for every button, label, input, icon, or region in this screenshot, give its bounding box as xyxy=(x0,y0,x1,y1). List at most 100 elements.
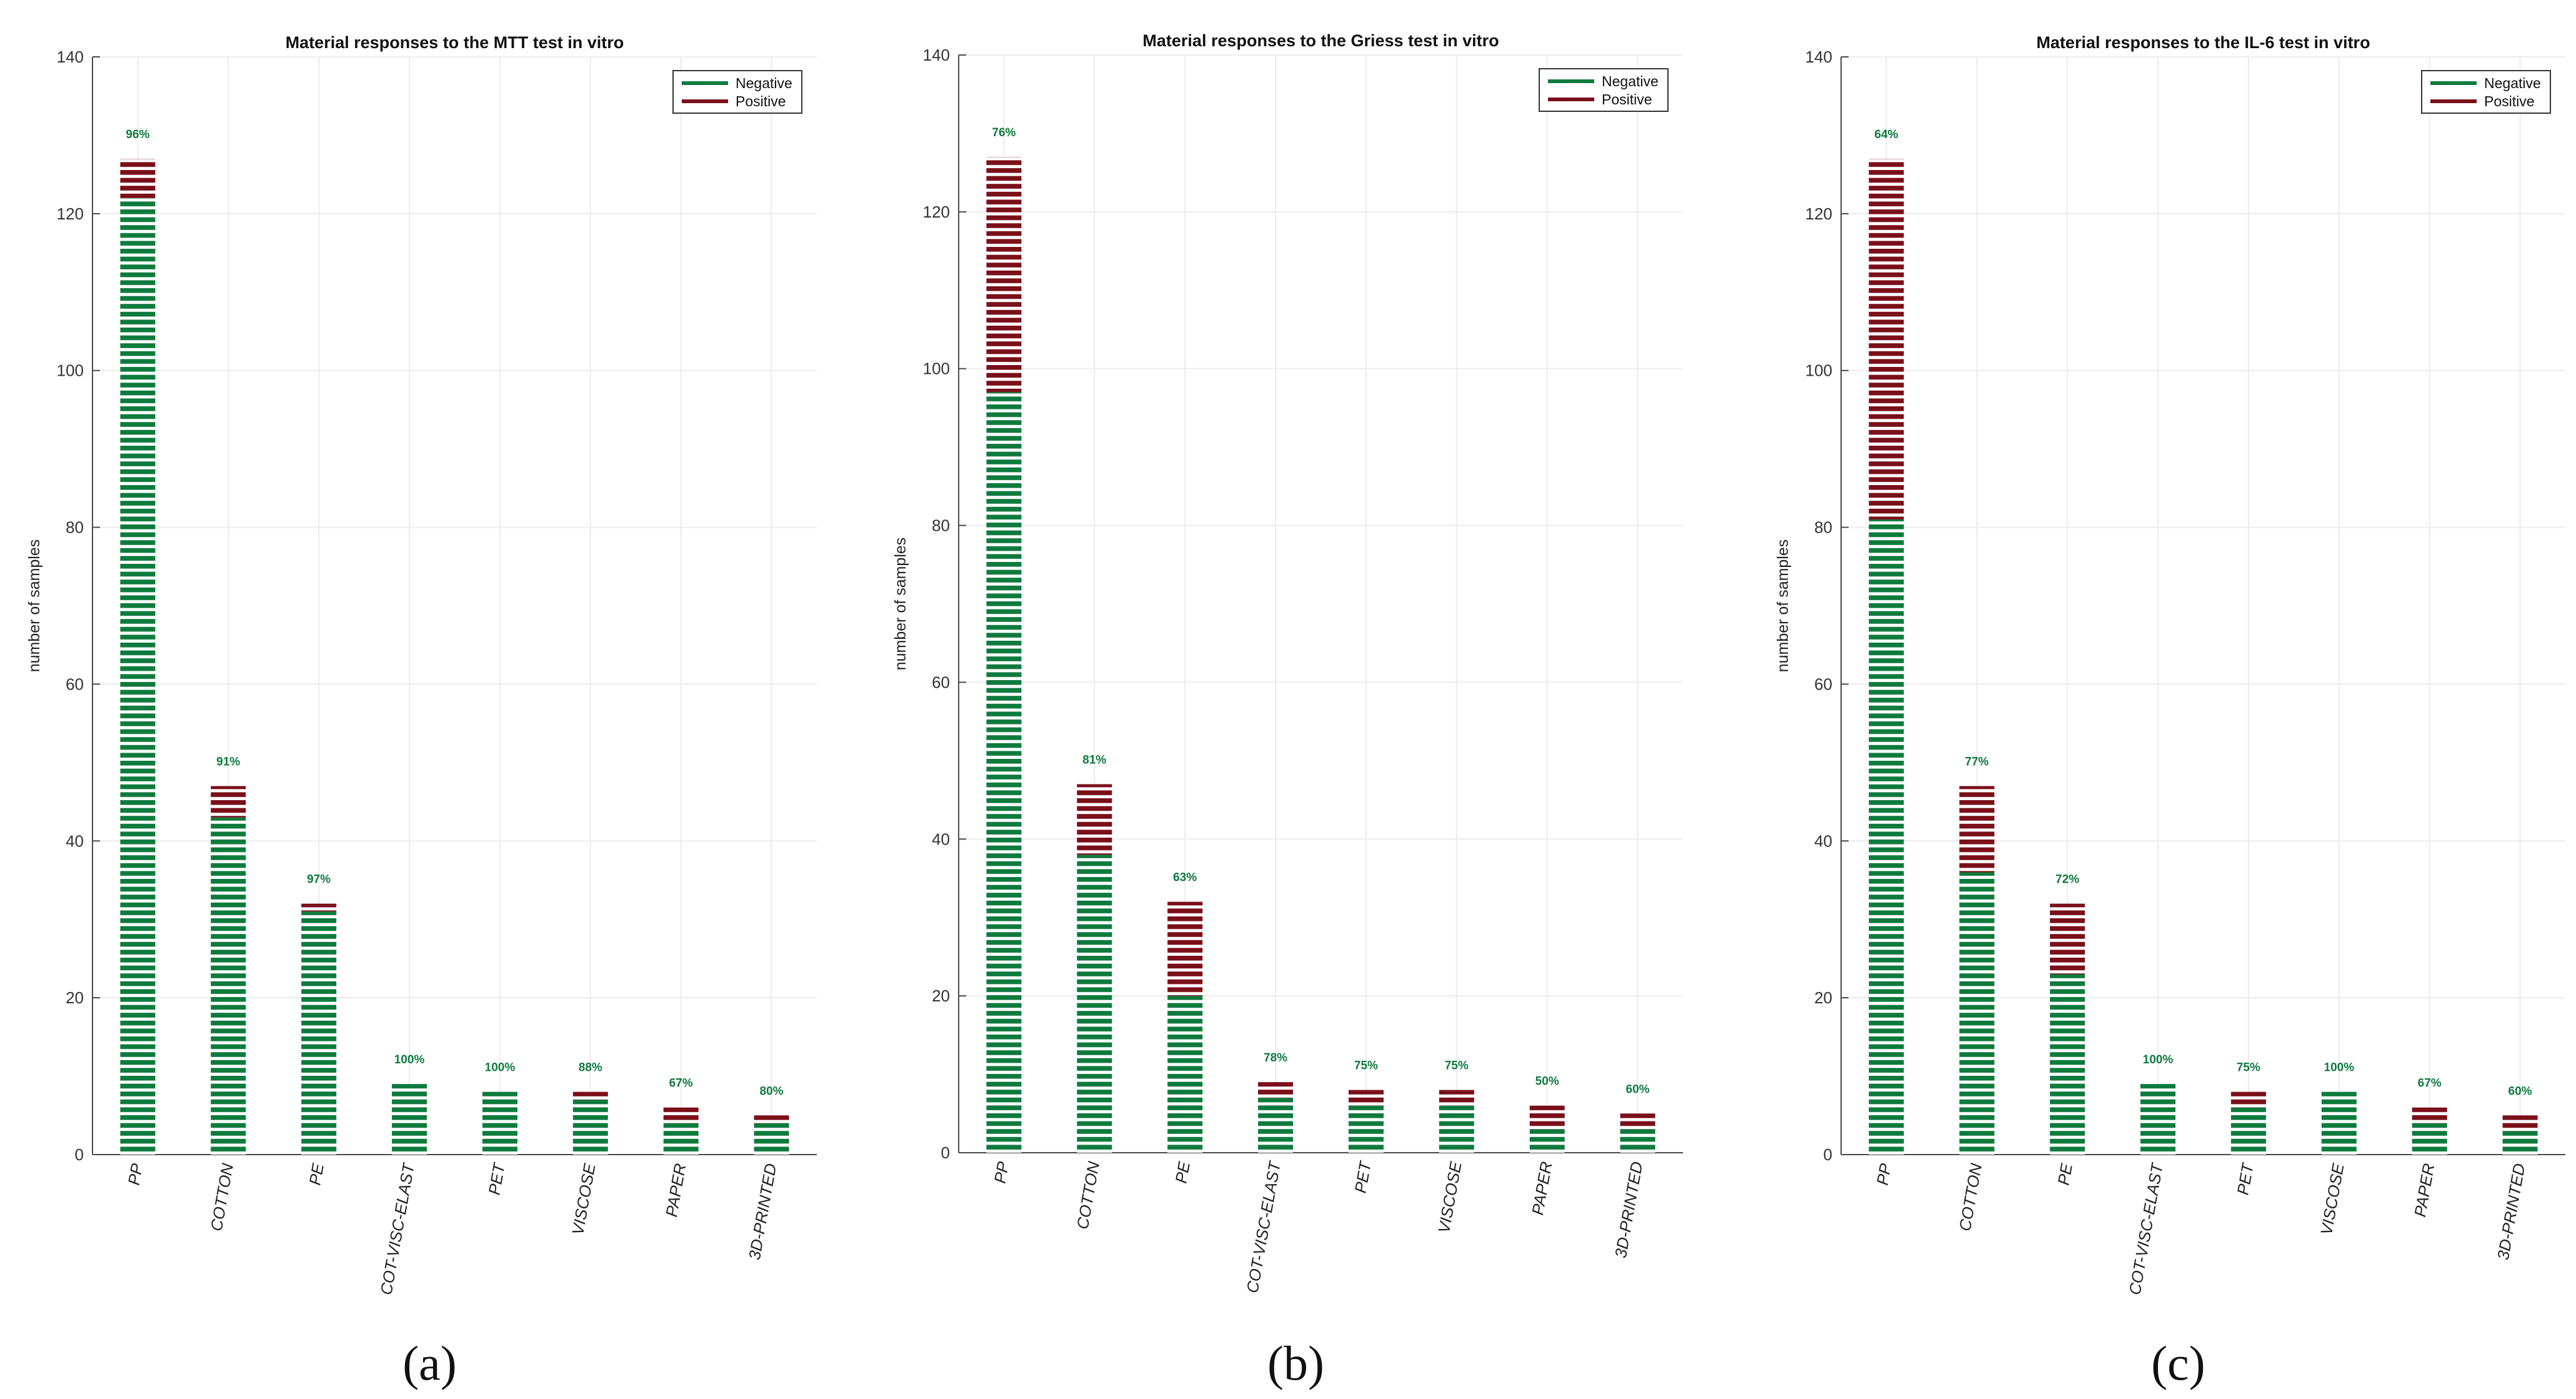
legend-box xyxy=(1539,68,1669,112)
x-tick-label: VISCOSE xyxy=(568,1161,599,1236)
plot-area xyxy=(92,57,817,1155)
y-tick-label: 140 xyxy=(57,48,84,66)
bar-negative-cot-visc-elast xyxy=(2140,1084,2176,1155)
x-tick-label: COTTON xyxy=(1955,1162,1986,1233)
bar-negative-cot-visc-elast xyxy=(392,1084,427,1155)
data-label: 91% xyxy=(216,755,240,768)
y-tick-label: 80 xyxy=(932,516,950,535)
data-label: 67% xyxy=(2418,1077,2442,1090)
data-label: 67% xyxy=(669,1077,693,1090)
y-axis-label: number of samples xyxy=(892,538,909,671)
y-tick-label: 60 xyxy=(66,674,84,693)
x-tick-label: PE xyxy=(1172,1160,1194,1185)
bar-negative-pet xyxy=(1348,1105,1384,1153)
x-tick-label: 3D-PRINTED xyxy=(745,1162,781,1261)
legend-box xyxy=(672,70,802,114)
bar-positive-viscose xyxy=(572,1091,608,1100)
chart-title: Material responses to the Griess test in… xyxy=(1142,31,1499,50)
data-label: 75% xyxy=(2237,1061,2260,1075)
legend-label-negative: Negative xyxy=(736,75,792,91)
bar-negative-cotton xyxy=(211,817,246,1155)
data-label: 100% xyxy=(2324,1061,2355,1075)
bar-positive-pe xyxy=(301,903,337,912)
chart-title: Material responses to the IL-6 test in v… xyxy=(2036,33,2370,52)
legend: Negative Positive xyxy=(2421,70,2551,114)
data-label: 78% xyxy=(1264,1051,1287,1065)
data-label: 60% xyxy=(2509,1085,2532,1098)
bar-positive-cot-visc-elast xyxy=(1258,1082,1294,1098)
x-tick-label: COT-VISC-ELAST xyxy=(2125,1161,2167,1296)
bar-negative-paper xyxy=(663,1123,699,1155)
panel-caption: (b) xyxy=(1267,1336,1324,1390)
bar-positive-paper xyxy=(1529,1105,1565,1130)
data-label: 64% xyxy=(1874,128,1898,141)
x-tick-label: PP xyxy=(124,1161,147,1186)
data-label: 100% xyxy=(485,1061,516,1075)
bar-negative-cot-visc-elast xyxy=(1258,1098,1294,1153)
bar-positive-pe xyxy=(1167,901,1203,996)
plot-area xyxy=(1841,57,2565,1155)
legend-label-positive: Positive xyxy=(1602,91,1652,108)
bar-negative-viscose xyxy=(2321,1091,2357,1155)
bar-negative-3d-printed xyxy=(1620,1129,1655,1153)
x-tick-label: PP xyxy=(991,1160,1013,1185)
y-tick-label: 60 xyxy=(1814,674,1832,693)
bar-positive-cotton xyxy=(211,786,246,818)
bar-negative-3d-printed xyxy=(2502,1131,2538,1155)
bar-negative-paper xyxy=(1529,1129,1565,1153)
bar-positive-paper xyxy=(2412,1107,2447,1123)
bar-positive-pe xyxy=(2050,903,2085,975)
legend-label-positive: Positive xyxy=(2484,93,2535,109)
bar-negative-cotton xyxy=(1077,855,1112,1153)
bar-negative-pe xyxy=(2050,974,2085,1155)
x-tick-label: PET xyxy=(2234,1161,2258,1196)
y-tick-label: 100 xyxy=(1805,361,1832,380)
bar-negative-pet xyxy=(2230,1107,2266,1155)
data-label: 75% xyxy=(1354,1060,1378,1073)
chart-il6: 0 20 40 60 80 100 120 140 Material responses to … xyxy=(1774,33,2565,1390)
x-tick-label: 3D-PRINTED xyxy=(1611,1160,1647,1260)
bar-negative-3d-printed xyxy=(754,1123,789,1155)
y-tick-label: 120 xyxy=(1805,204,1832,223)
data-label: 96% xyxy=(126,128,149,141)
bar-negative-paper xyxy=(2412,1123,2447,1155)
x-tick-label: PE xyxy=(306,1161,328,1186)
x-tick-label: PAPER xyxy=(662,1162,690,1218)
data-label: 80% xyxy=(760,1085,784,1098)
y-tick-label: 120 xyxy=(57,204,84,223)
data-label: 77% xyxy=(1965,755,1989,768)
panel-caption: (a) xyxy=(402,1336,457,1390)
bar-positive-paper xyxy=(663,1107,699,1123)
x-tick-label: VISCOSE xyxy=(1434,1160,1465,1235)
data-label: 75% xyxy=(1445,1060,1469,1073)
bar-negative-viscose xyxy=(1439,1105,1474,1153)
bar-negative-pe xyxy=(301,911,337,1155)
x-tick-label: COT-VISC-ELAST xyxy=(1242,1159,1284,1295)
y-tick-label: 20 xyxy=(66,988,84,1007)
data-label: 88% xyxy=(579,1061,602,1075)
y-tick-label: 140 xyxy=(1805,48,1832,66)
bar-positive-cotton xyxy=(1959,786,1995,873)
legend: Negative Positive xyxy=(672,70,802,114)
x-tick-label: VISCOSE xyxy=(2317,1161,2348,1236)
y-tick-label: 100 xyxy=(57,361,84,380)
data-label: 100% xyxy=(2143,1053,2174,1066)
bar-positive-pp xyxy=(120,159,156,198)
y-tick-label: 120 xyxy=(923,203,950,221)
bar-positive-3d-printed xyxy=(1620,1113,1655,1130)
legend-box xyxy=(2421,70,2551,114)
data-label: 76% xyxy=(992,126,1016,139)
legend: Negative Positive xyxy=(1539,68,1669,112)
data-label: 100% xyxy=(394,1053,425,1066)
y-tick-label: 140 xyxy=(923,46,950,64)
chart-title: Material responses to the MTT test in vi… xyxy=(286,33,624,52)
bar-positive-pet xyxy=(2230,1091,2266,1108)
x-tick-label: PAPER xyxy=(1528,1160,1556,1216)
data-label: 50% xyxy=(1535,1075,1559,1088)
bar-negative-pp xyxy=(120,198,156,1155)
bar-negative-pet xyxy=(482,1091,517,1155)
x-tick-label: PAPER xyxy=(2410,1162,2439,1218)
y-axis-label: number of samples xyxy=(26,539,43,673)
x-tick-label: COTTON xyxy=(207,1162,237,1233)
